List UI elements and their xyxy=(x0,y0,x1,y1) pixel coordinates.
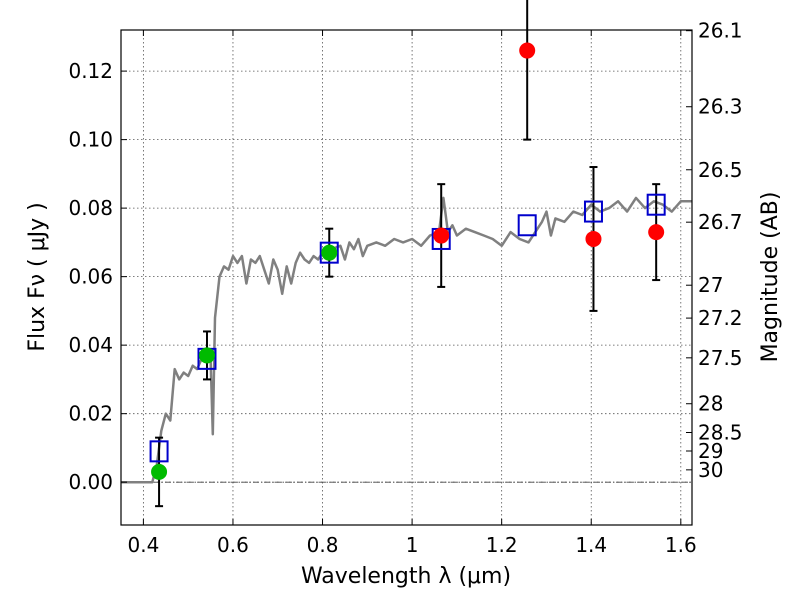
synthetic-photometry-square xyxy=(646,193,666,216)
x-tick-label: 1.4 xyxy=(575,533,607,557)
red-data-point xyxy=(648,224,665,241)
y2-tick-label: 26.7 xyxy=(698,210,743,234)
y-tick-label: 0.04 xyxy=(68,333,113,357)
y-tick-label: 0.12 xyxy=(68,59,113,83)
green-data-point xyxy=(151,463,168,480)
x-tick-label: 1.6 xyxy=(665,533,697,557)
y2-tick-label: 26.3 xyxy=(698,95,743,119)
y-tick-label: 0.10 xyxy=(68,128,113,152)
y2-tick-label: 26.1 xyxy=(698,19,743,43)
y-tick-label: 0.02 xyxy=(68,402,113,426)
green-data-point xyxy=(198,347,215,364)
plot-area xyxy=(121,0,692,508)
y2-tick-label: 30 xyxy=(698,458,723,482)
y-axis-label: Flux Fν ( μJy ) xyxy=(25,202,50,351)
y2-tick-label: 28.5 xyxy=(698,421,743,445)
red-data-point xyxy=(585,230,602,247)
y-tick-label: 0.08 xyxy=(68,196,113,220)
y2-tick-label: 27.5 xyxy=(698,346,743,370)
model-spectrum-line xyxy=(121,196,692,484)
x-tick-label: 0.8 xyxy=(307,533,339,557)
x-tick-label: 1 xyxy=(406,533,419,557)
y2-tick-label: 29 xyxy=(698,439,723,463)
y2-tick-label: 27.2 xyxy=(698,306,743,330)
green-data-point xyxy=(321,244,338,261)
red-data-point xyxy=(519,42,536,59)
x-tick-label: 1.2 xyxy=(486,533,518,557)
x-tick-label: 0.4 xyxy=(127,533,159,557)
y2-axis-label: Magnitude (AB) xyxy=(758,192,783,363)
y-tick-label: 0.06 xyxy=(68,265,113,289)
plot-frame xyxy=(120,29,693,526)
red-data-point xyxy=(433,227,450,244)
synthetic-photometry-square xyxy=(319,241,339,264)
y2-tick-label: 27 xyxy=(698,273,723,297)
y-tick-label: 0.00 xyxy=(68,470,113,494)
synthetic-photometry-square xyxy=(517,214,537,237)
axes: 0.4 0.6 0.8 1 1.2 1.4 1.6 0.00 0.02 0.04 0.06 0.08 0… xyxy=(68,19,742,557)
grid xyxy=(121,30,692,525)
y2-tick-label: 26.5 xyxy=(698,158,743,182)
x-tick-label: 0.6 xyxy=(217,533,249,557)
synthetic-photometry-square xyxy=(583,200,603,223)
x-axis-label: Wavelength λ (μm) xyxy=(301,564,511,589)
synthetic-photometry-square xyxy=(149,440,169,463)
y2-tick-label: 28 xyxy=(698,392,723,416)
